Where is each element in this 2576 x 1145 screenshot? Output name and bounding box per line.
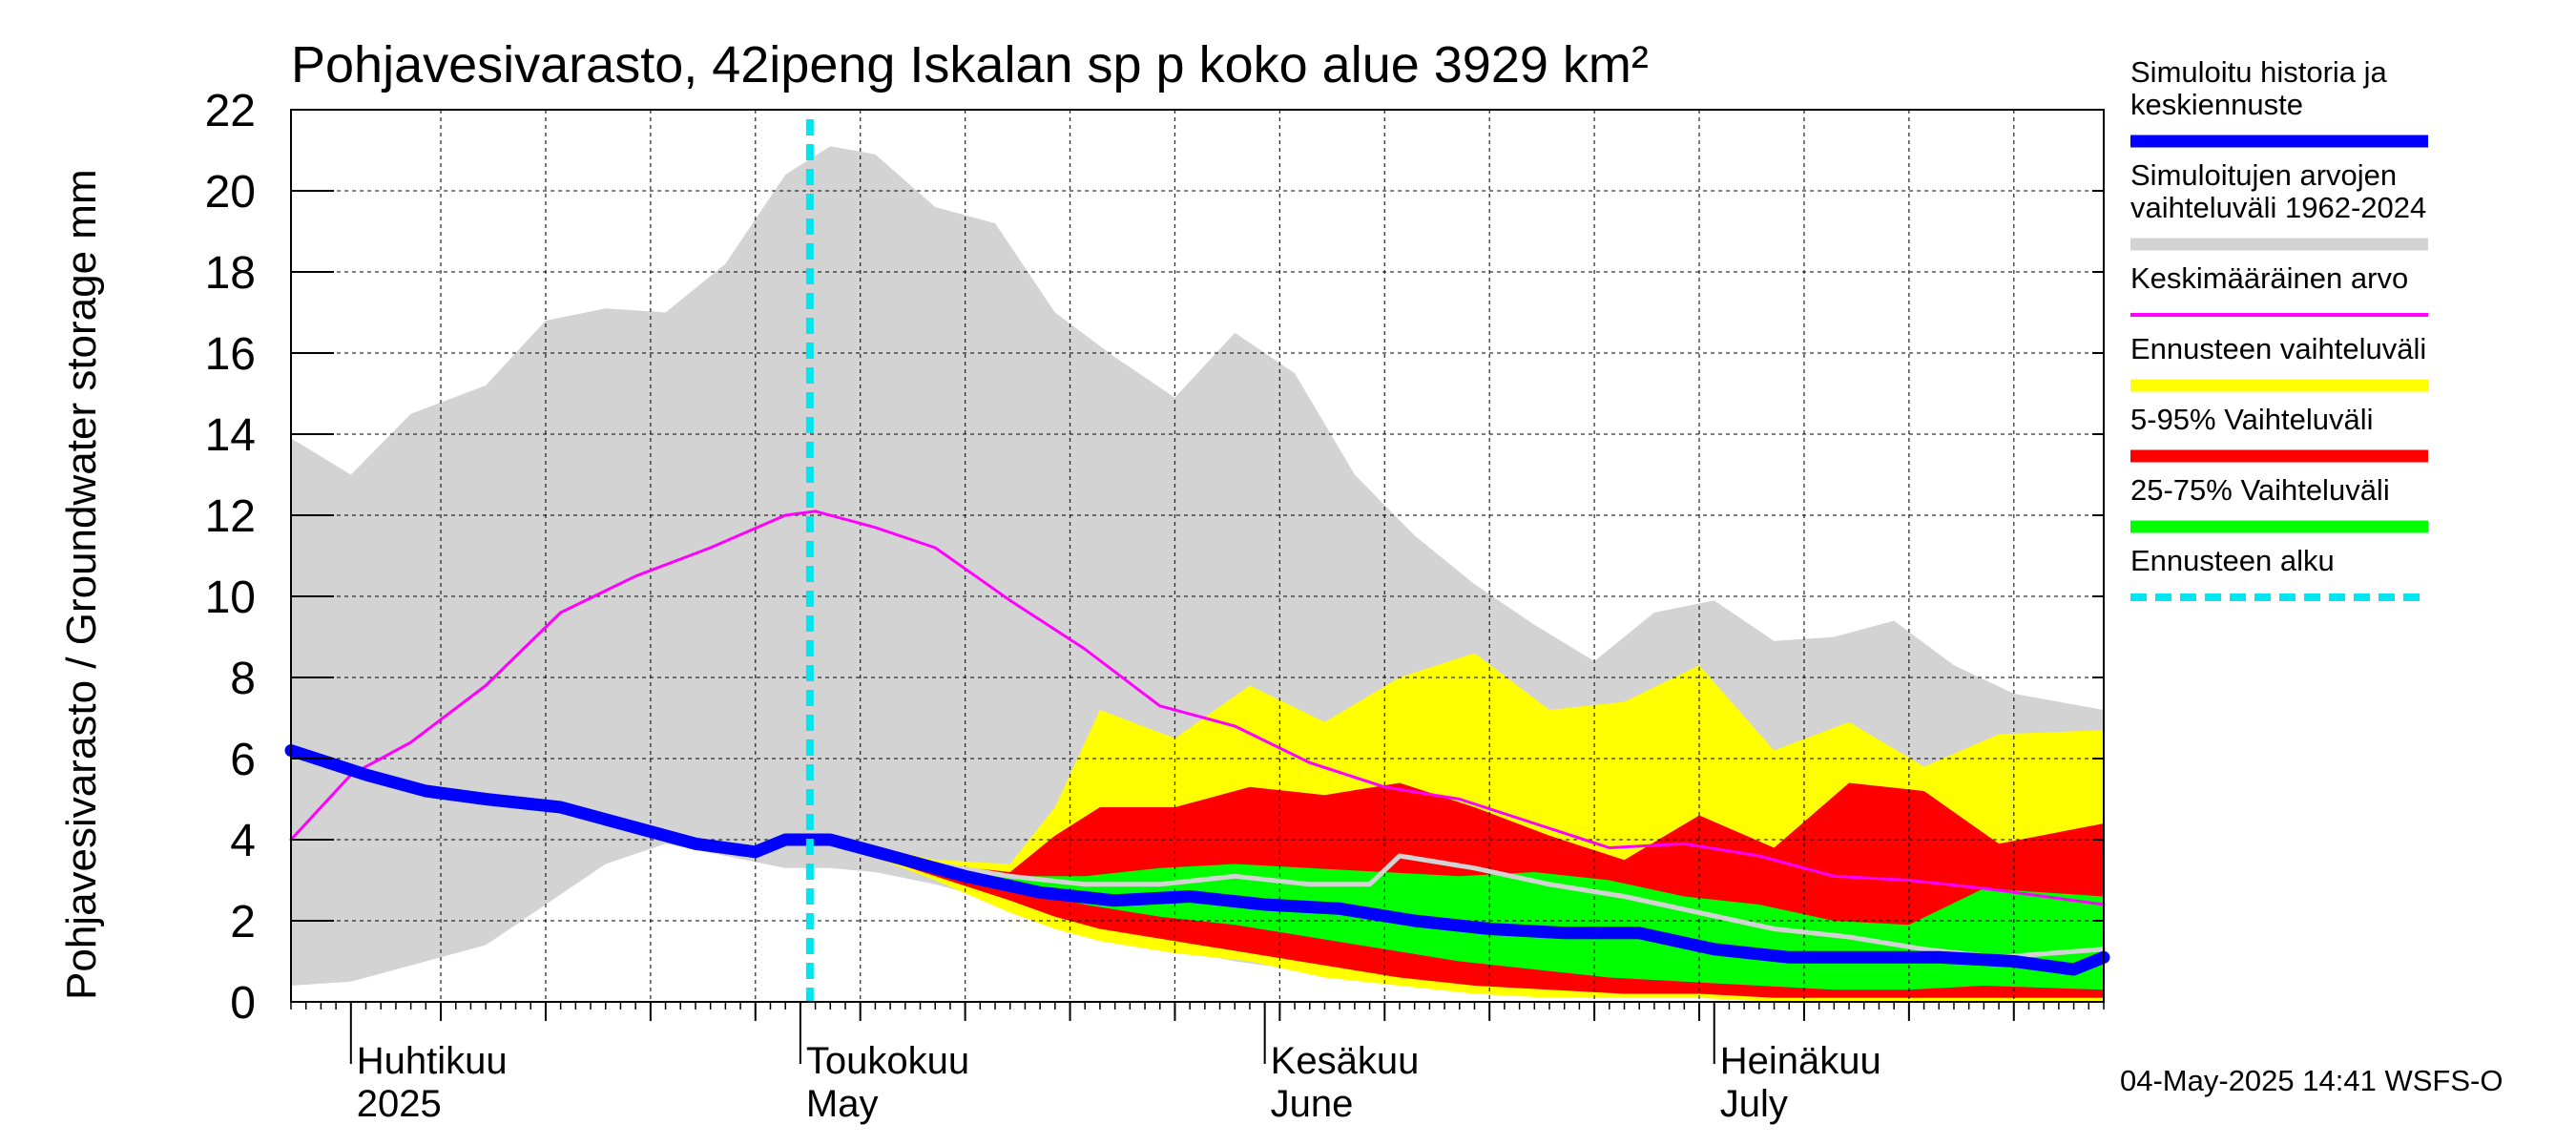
y-tick-label: 18 bbox=[205, 248, 256, 299]
x-month-sublabel: June bbox=[1271, 1083, 1354, 1125]
x-month-label: Huhtikuu bbox=[357, 1040, 508, 1082]
x-month-label: Heinäkuu bbox=[1720, 1040, 1881, 1082]
x-month-label: Toukokuu bbox=[806, 1040, 969, 1082]
y-tick-label: 0 bbox=[230, 978, 256, 1029]
y-tick-label: 6 bbox=[230, 735, 256, 785]
legend-label: keskiennuste bbox=[2130, 88, 2303, 121]
x-month-label: Kesäkuu bbox=[1271, 1040, 1420, 1082]
legend-label: 25-75% Vaihteluväli bbox=[2130, 473, 2390, 507]
y-tick-label: 4 bbox=[230, 816, 256, 866]
series-line-simuloitu-historia-ja-keskiennuste bbox=[284, 744, 2110, 976]
y-tick-label: 10 bbox=[205, 572, 256, 623]
legend-label: 5-95% Vaihteluväli bbox=[2130, 403, 2373, 436]
series-layer bbox=[291, 146, 2104, 1002]
legend-label: Simuloitujen arvojen bbox=[2130, 158, 2397, 192]
y-tick-label: 14 bbox=[205, 410, 256, 461]
x-month-sublabel: July bbox=[1720, 1083, 1788, 1125]
legend-label: Ennusteen vaihteluväli bbox=[2130, 332, 2426, 365]
series-line-median-forecast bbox=[932, 853, 2107, 960]
y-tick-label: 16 bbox=[205, 329, 256, 380]
y-tick-label: 12 bbox=[205, 491, 256, 542]
y-tick-label: 8 bbox=[230, 654, 256, 704]
line-layer bbox=[284, 119, 2110, 1002]
series-line-keskim-r-inen-arvo bbox=[289, 510, 2106, 906]
y-tick-label: 2 bbox=[230, 897, 256, 947]
legend-label: Keskimääräinen arvo bbox=[2130, 261, 2408, 295]
x-month-sublabel: May bbox=[806, 1083, 879, 1125]
y-axis-label: Pohjavesivarasto / Groundwater storage m… bbox=[58, 169, 105, 1000]
y-tick-label: 20 bbox=[205, 167, 256, 218]
legend-label: Ennusteen alku bbox=[2130, 544, 2335, 577]
plot-frame bbox=[290, 109, 2105, 1003]
legend-label: vaihteluväli 1962-2024 bbox=[2130, 191, 2426, 224]
legend-label: Simuloitu historia ja bbox=[2130, 55, 2388, 89]
timestamp: 04-May-2025 14:41 WSFS-O bbox=[2120, 1064, 2503, 1097]
y-tick-label: 22 bbox=[205, 86, 256, 136]
x-month-sublabel: 2025 bbox=[357, 1083, 442, 1125]
chart-title: Pohjavesivarasto, 42ipeng Iskalan sp p k… bbox=[291, 36, 1649, 94]
